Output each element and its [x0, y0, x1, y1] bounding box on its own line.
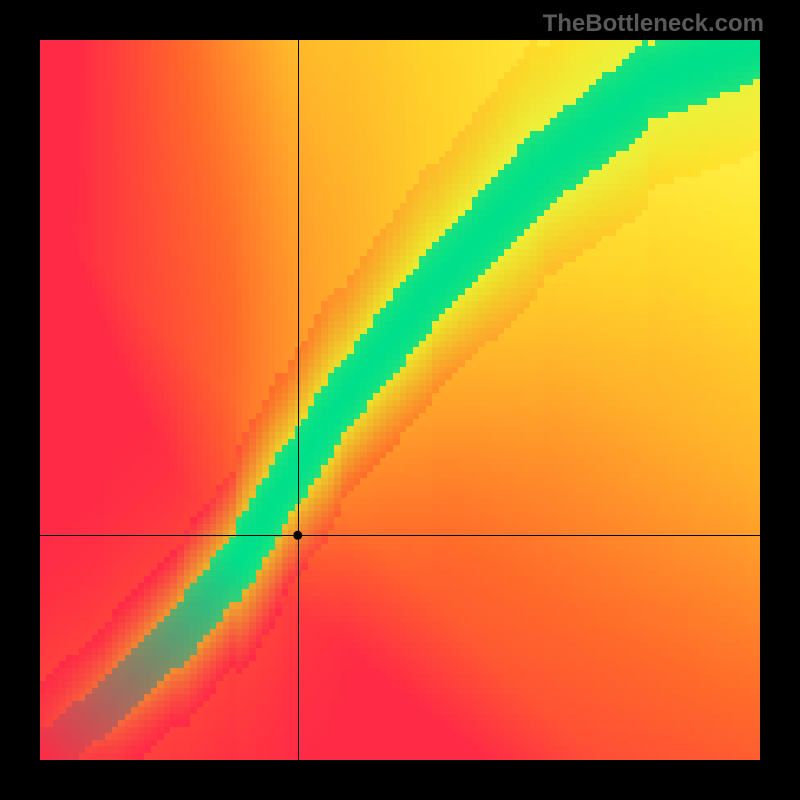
watermark-text: TheBottleneck.com	[543, 10, 764, 38]
chart-container: { "chart": { "type": "heatmap", "canvas"…	[0, 0, 800, 800]
bottleneck-heatmap	[40, 40, 760, 760]
